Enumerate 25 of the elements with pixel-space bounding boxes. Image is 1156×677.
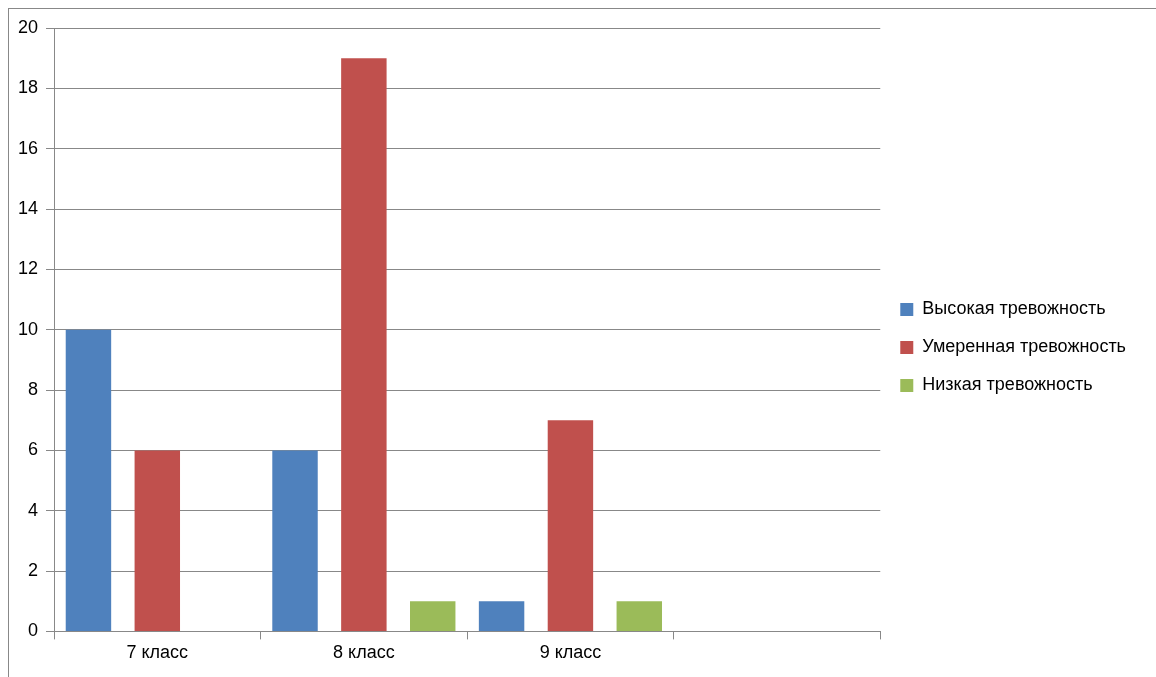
bar [134,450,181,631]
bar [341,58,387,631]
bar [478,601,525,631]
y-tick-label: 12 [17,258,39,279]
y-tick-label: 14 [17,197,39,218]
y-tick-label: 0 [28,620,39,641]
bar [547,420,594,631]
legend-label: Низкая тревожность [922,374,1093,395]
y-tick-label: 16 [17,137,39,158]
y-tick-label: 2 [28,560,39,581]
y-tick-label: 10 [17,318,39,339]
legend-label: Умеренная тревожность [922,336,1127,357]
bar [410,601,456,631]
y-tick-label: 18 [17,77,39,98]
x-tick-label: 7 класс [126,642,189,663]
y-tick-label: 8 [28,379,39,400]
y-tick-label: 20 [17,16,39,37]
y-tick-label: 4 [28,499,39,520]
x-tick-label: 8 класс [333,642,395,663]
y-tick-label: 6 [28,439,39,460]
x-tick-label: 9 класс [539,642,602,663]
legend-label: Высокая тревожность [922,298,1106,319]
bar [272,450,318,631]
bar [616,601,663,631]
bar [65,329,112,631]
